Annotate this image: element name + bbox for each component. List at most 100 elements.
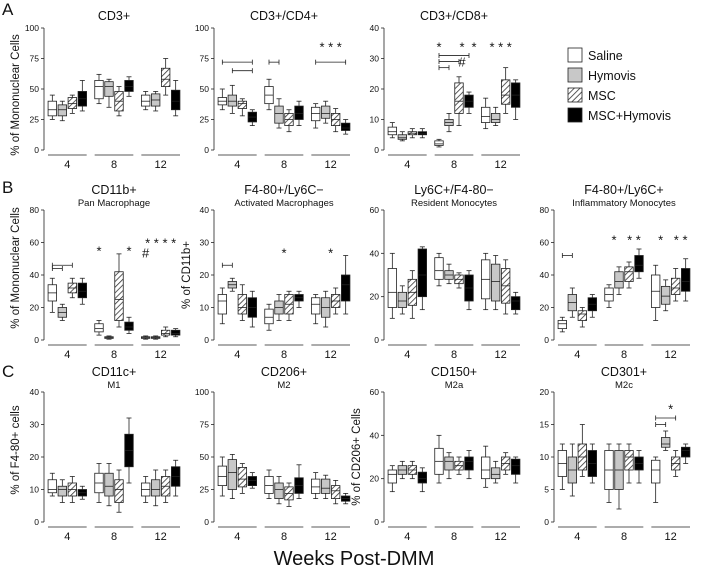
box-f480ly6cpos-4-msc bbox=[577, 307, 587, 328]
box-f480ly6cpos-8-hymovis bbox=[614, 266, 624, 295]
legend-item-msc: MSC bbox=[567, 87, 616, 103]
box-cd3-4-msc bbox=[67, 94, 77, 114]
box-cd11b-12-hymovis bbox=[151, 335, 161, 340]
y-tick-label-cd206: 75 bbox=[200, 420, 210, 430]
sig-mark-f480ly6cneg: * bbox=[328, 245, 333, 260]
panel-f480ly6cneg: F4-80+/Ly6C−Activated Macrophages % of CD… bbox=[181, 183, 351, 361]
category-label-f480ly6cneg: 8 bbox=[281, 349, 287, 361]
box-body bbox=[171, 89, 181, 111]
box-body bbox=[397, 134, 407, 140]
y-tick-label-cd11b: 20 bbox=[30, 303, 40, 313]
box-f480ly6cpos-8-msc bbox=[624, 261, 634, 289]
y-tick-label-f480ly6cpos: 0 bbox=[544, 335, 549, 345]
category-label-cd206: 12 bbox=[325, 531, 337, 543]
sig-bracket-f480ly6cpos bbox=[561, 253, 573, 258]
box-cd3cd8-12-msc bbox=[501, 67, 511, 114]
y-tick-label-cd3cd4: 25 bbox=[200, 115, 210, 125]
panel-title-cd3cd4: CD3+/CD4+ bbox=[250, 9, 318, 23]
box-cd11b-8-msc bbox=[114, 253, 124, 328]
box-ly6cf480neg-8-msc-hymovis bbox=[464, 270, 474, 311]
box-cd3cd4-12-hymovis bbox=[321, 100, 331, 124]
y-tick-label-cd150: 20 bbox=[370, 474, 380, 484]
sig-bracket-cd3cd4 bbox=[315, 59, 347, 65]
box-cd3cd4-4-hymovis bbox=[227, 84, 237, 114]
legend-label-hymovis: Hymovis bbox=[588, 69, 636, 83]
box-cd3cd4-4-saline bbox=[217, 88, 227, 111]
legend-swatch-saline bbox=[567, 47, 583, 63]
box-cd150-8-hymovis bbox=[444, 452, 454, 480]
box-body bbox=[321, 478, 331, 494]
box-body bbox=[434, 257, 444, 280]
y-tick-label-cd301: 10 bbox=[540, 452, 550, 462]
y-tick-label-cd150: 0 bbox=[374, 517, 379, 527]
figure-xlabel: Weeks Post-DMM bbox=[274, 548, 435, 570]
y-tick-label-cd11c: 0 bbox=[34, 517, 39, 527]
box-body bbox=[77, 282, 87, 299]
box-cd3-4-hymovis bbox=[57, 100, 67, 122]
box-cd11c-4-msc bbox=[67, 476, 77, 503]
legend-swatch-hymovis bbox=[567, 67, 583, 83]
box-cd301-12-saline bbox=[651, 456, 661, 503]
box-cd11b-8-hymovis bbox=[104, 335, 114, 340]
category-label-cd3cd8: 4 bbox=[404, 159, 410, 171]
y-axis-ly6cf480neg bbox=[381, 209, 385, 341]
sig-mark-cd3cd4: * * * bbox=[319, 39, 341, 54]
category-label-cd3cd4: 12 bbox=[325, 159, 337, 171]
panel-cd3: CD3+ 0 25 50 75 100 4 8 12 bbox=[25, 9, 181, 171]
box-cd11b-12-saline bbox=[141, 335, 151, 340]
panel-ylabel-f480ly6cneg: % of CD11b+ bbox=[181, 241, 193, 309]
box-ly6cf480neg-12-msc-hymovis bbox=[511, 291, 521, 315]
box-cd206-4-msc bbox=[237, 463, 247, 494]
box-body bbox=[331, 485, 341, 500]
y-axis-f480ly6cpos bbox=[551, 209, 555, 341]
box-body bbox=[417, 248, 427, 298]
box-cd301-12-msc-hymovis bbox=[681, 443, 691, 464]
box-cd3cd8-12-hymovis bbox=[491, 106, 501, 126]
box-body bbox=[397, 291, 407, 308]
y-tick-label-cd301: 20 bbox=[540, 387, 550, 397]
y-tick-label-cd3cd8: 30 bbox=[370, 54, 380, 64]
box-f480ly6cpos-12-hymovis bbox=[661, 279, 671, 312]
y-tick-label-cd3cd8: 10 bbox=[370, 115, 380, 125]
category-label-f480ly6cpos: 4 bbox=[574, 349, 580, 361]
sig-mark-cd3cd8: * * * bbox=[489, 39, 511, 54]
y-tick-label-cd3: 75 bbox=[30, 54, 40, 64]
box-body bbox=[237, 100, 247, 109]
y-tick-label-cd11b: 40 bbox=[30, 270, 40, 280]
box-cd301-4-saline bbox=[557, 443, 567, 490]
y-tick-label-cd3cd8: 40 bbox=[370, 23, 380, 33]
box-cd3cd8-12-msc-hymovis bbox=[511, 79, 521, 120]
box-ly6cf480neg-12-hymovis bbox=[491, 255, 501, 311]
box-f480ly6cneg-12-hymovis bbox=[321, 290, 331, 328]
box-cd11c-4-msc-hymovis bbox=[77, 485, 87, 500]
box-cd3cd8-8-hymovis bbox=[444, 113, 454, 133]
box-body bbox=[311, 297, 321, 315]
box-cd11c-4-hymovis bbox=[57, 479, 67, 503]
category-label-f480ly6cpos: 12 bbox=[665, 349, 677, 361]
box-cd11b-12-msc bbox=[161, 326, 171, 338]
box-f480ly6cneg-12-saline bbox=[311, 294, 321, 325]
y-axis-cd206 bbox=[211, 391, 215, 523]
box-cd3cd8-8-msc-hymovis bbox=[464, 91, 474, 114]
box-f480ly6cpos-8-msc-hymovis bbox=[634, 248, 644, 279]
box-cd3-12-msc-hymovis bbox=[171, 80, 181, 117]
box-cd301-4-hymovis bbox=[567, 443, 577, 497]
y-tick-label-cd150: 60 bbox=[370, 387, 380, 397]
box-cd3cd8-4-msc-hymovis bbox=[417, 128, 427, 139]
box-cd11b-4-hymovis bbox=[57, 303, 67, 321]
box-cd301-8-msc bbox=[624, 443, 634, 484]
box-cd3-12-msc bbox=[161, 58, 171, 96]
box-body bbox=[341, 122, 351, 131]
box-cd11c-4-saline bbox=[47, 472, 57, 497]
y-tick-label-cd150: 40 bbox=[370, 430, 380, 440]
box-cd3-8-msc-hymovis bbox=[124, 76, 134, 97]
box-body bbox=[681, 268, 691, 292]
legend-label-msc: MSC bbox=[588, 89, 616, 103]
box-f480ly6cpos-8-saline bbox=[604, 284, 614, 308]
category-label-cd11c: 8 bbox=[111, 531, 117, 543]
box-body bbox=[171, 329, 181, 336]
box-body bbox=[481, 106, 491, 123]
box-cd150-12-saline bbox=[481, 445, 491, 488]
sig-mark-cd3cd8: * bbox=[471, 39, 476, 54]
